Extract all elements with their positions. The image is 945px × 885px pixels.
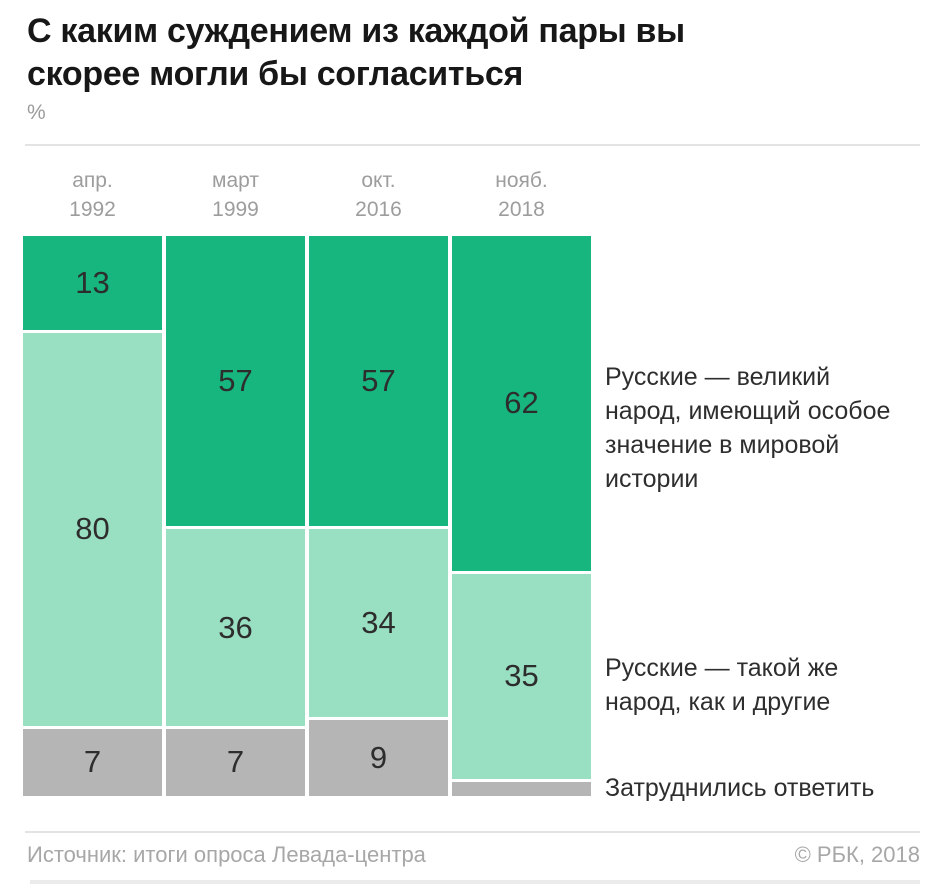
bar-segment-great-nation: 57 [309, 236, 448, 527]
bar-segment-undecided: 7 [166, 728, 305, 796]
column-header-2016: окт. 2016 [309, 160, 448, 236]
footer-divider [25, 831, 920, 833]
bar-value-label: 9 [369, 739, 388, 775]
column-header-year: 1999 [212, 198, 259, 221]
column-header-month: нояб. [495, 169, 548, 192]
bar-segment-great-nation: 62 [452, 236, 591, 571]
column-header-1992: апр. 1992 [23, 160, 162, 236]
bar-value-label: 7 [83, 744, 102, 780]
bar-segment-same-as-others: 34 [309, 529, 448, 717]
bar-value-label: 80 [75, 511, 110, 547]
bar-segment-undecided: 7 [23, 728, 162, 796]
legend-item-same-as-others: Русские — такой же народ, как и другие [605, 654, 839, 716]
bar-value-label: 62 [504, 385, 539, 421]
bar-segment-great-nation: 13 [23, 236, 162, 330]
bar-stack: 13 80 7 [23, 236, 162, 796]
cropped-content-edge [30, 880, 920, 884]
column-header-2018: нояб. 2018 [452, 160, 591, 236]
bar-value-label: 13 [75, 264, 110, 300]
column-header-year: 2016 [355, 198, 402, 221]
page-title-line-2: скорее могли бы согласиться [27, 55, 524, 93]
bar-segment-great-nation: 57 [166, 236, 305, 527]
chart-column-2016: окт. 2016 57 34 9 [309, 160, 448, 796]
top-divider [25, 144, 920, 146]
bar-segment-same-as-others: 36 [166, 529, 305, 726]
bar-value-label: 57 [218, 363, 253, 399]
column-header-year: 1992 [69, 198, 116, 221]
column-header-month: март [212, 169, 259, 192]
bar-value-label: 34 [361, 605, 396, 641]
bar-value-label: 7 [226, 744, 245, 780]
bar-value-label: 35 [504, 658, 539, 694]
page-title: С каким суждением из каждой пары вы скор… [27, 10, 685, 96]
chart-column-2018: нояб. 2018 62 35 [452, 160, 591, 796]
bar-segment-same-as-others: 35 [452, 573, 591, 779]
column-header-year: 2018 [498, 198, 545, 221]
chart-column-1992: апр. 1992 13 80 7 [23, 160, 162, 796]
bar-value-label: 36 [218, 609, 253, 645]
bar-stack: 57 36 7 [166, 236, 305, 796]
bar-stack: 62 35 [452, 236, 591, 796]
legend-item-undecided: Затруднились ответить [605, 774, 875, 802]
bar-segment-same-as-others: 80 [23, 332, 162, 726]
bar-stack: 57 34 9 [309, 236, 448, 796]
bar-value-label: 57 [361, 363, 396, 399]
page-title-line-1: С каким суждением из каждой пары вы [27, 12, 685, 50]
column-header-month: апр. [72, 169, 113, 192]
bar-segment-undecided: 9 [309, 719, 448, 796]
unit-label: % [27, 101, 46, 124]
source-label: Источник: итоги опроса Левада-центра [27, 842, 426, 867]
column-header-month: окт. [361, 169, 396, 192]
bar-segment-undecided [452, 781, 591, 796]
legend-item-great-nation: Русские — великий народ, имеющий особое … [605, 363, 891, 493]
chart-column-1999: март 1999 57 36 7 [166, 160, 305, 796]
column-header-1999: март 1999 [166, 160, 305, 236]
copyright-label: © РБК, 2018 [794, 842, 920, 867]
